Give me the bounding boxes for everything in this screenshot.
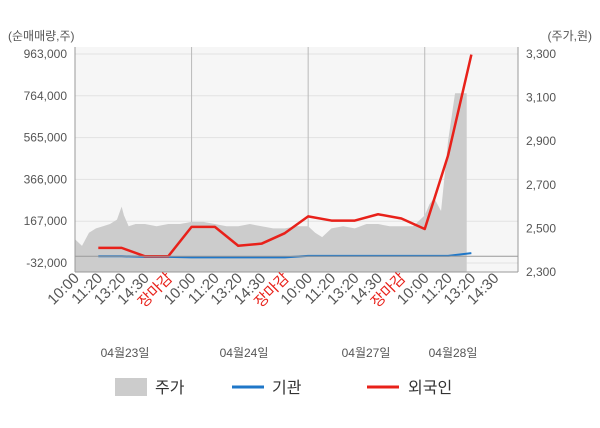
right-tick-label: 3,300 [526, 47, 556, 61]
legend-institution-label: 기관 [272, 379, 302, 397]
x-tick-layer: 10:0011:2013:2014:30장마감10:0011:2013:2014… [44, 270, 502, 311]
right-tick-label: 3,100 [526, 91, 556, 105]
left-tick-label: 764,000 [24, 89, 68, 103]
legend-foreigner-label: 외국인 [408, 379, 452, 397]
left-tick-label: 366,000 [24, 172, 68, 186]
frame-layer [74, 47, 519, 273]
right-tick-label: 2,700 [526, 178, 556, 192]
date-label-layer: 04월23일 04월24일 04월27일 04월28일 [101, 346, 478, 360]
tick-layer: 963,000 764,000 565,000 366,000 167,000 -32,0… [24, 47, 557, 279]
date-label: 04월23일 [101, 346, 150, 360]
date-label: 04월27일 [342, 346, 391, 360]
price-area [75, 93, 467, 273]
right-tick-label: 2,300 [526, 265, 556, 279]
right-tick-label: 2,900 [526, 134, 556, 148]
left-axis-unit: (순매매량,주) [8, 29, 75, 43]
left-tick-label: 565,000 [24, 131, 68, 145]
legend: 주가 기관 외국인 [115, 378, 452, 397]
area-layer [75, 93, 467, 273]
date-label: 04월24일 [220, 346, 269, 360]
right-axis-unit: (주가,원) [548, 29, 592, 43]
date-label: 04월28일 [429, 346, 478, 360]
left-tick-label: -32,000 [26, 256, 67, 270]
right-tick-label: 2,500 [526, 221, 556, 235]
left-tick-label: 963,000 [24, 47, 68, 61]
left-tick-label: 167,000 [24, 214, 68, 228]
legend-price-label: 주가 [155, 379, 185, 397]
legend-price-swatch [115, 378, 147, 396]
